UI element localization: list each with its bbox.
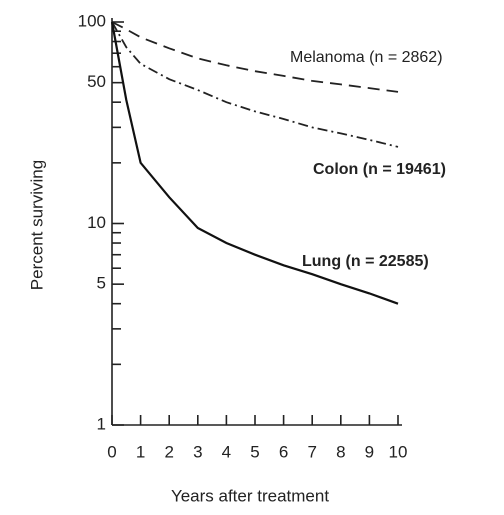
y-axis-label: Percent surviving (27, 160, 46, 290)
x-tick-label: 8 (336, 442, 345, 461)
series-line (111, 21, 399, 148)
y-tick-label: 10 (87, 213, 106, 232)
x-tick-label: 1 (136, 442, 145, 461)
y-tick-label: 50 (87, 72, 106, 91)
series-line (111, 21, 399, 93)
x-axis-label: Years after treatment (171, 486, 329, 505)
series-label: Lung (n = 22585) (302, 253, 429, 270)
x-tick-label: 3 (193, 442, 202, 461)
series-label: Melanoma (n = 2862) (290, 49, 443, 66)
y-tick-label: 100 (78, 11, 106, 30)
x-tick-label: 2 (164, 442, 173, 461)
y-tick-label: 5 (97, 274, 106, 293)
x-tick-label: 7 (307, 442, 316, 461)
x-tick-label: 0 (107, 442, 116, 461)
x-tick-label: 5 (250, 442, 259, 461)
x-tick-label: 10 (389, 442, 408, 461)
series-label: Colon (n = 19461) (313, 161, 446, 178)
x-tick-label: 4 (222, 442, 231, 461)
x-tick-label: 6 (279, 442, 288, 461)
x-tick-label: 9 (365, 442, 374, 461)
series-line (110, 21, 399, 305)
y-tick-label: 1 (97, 414, 106, 433)
